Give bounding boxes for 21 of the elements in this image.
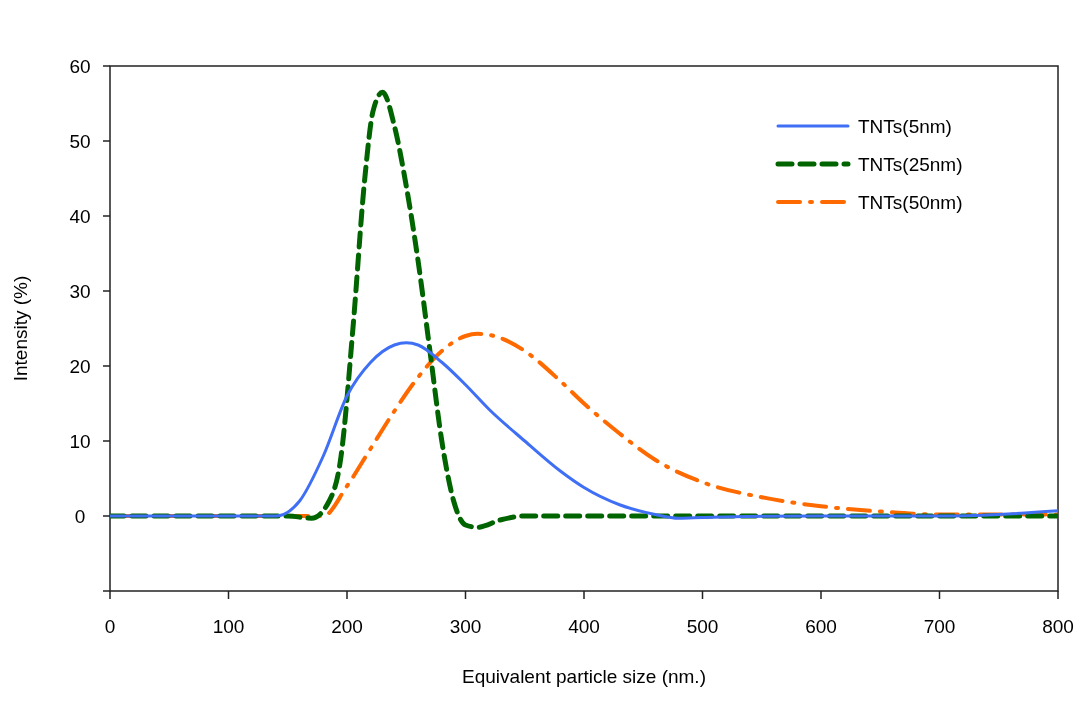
- x-tick-label: 300: [449, 616, 482, 637]
- y-tick-label: 0: [74, 505, 86, 527]
- x-tick-label: 400: [568, 616, 600, 637]
- y-tick-label: 50: [69, 130, 91, 152]
- x-tick-label: 200: [331, 616, 363, 637]
- y-tick-label: 60: [69, 55, 91, 77]
- legend-label: TNTs(5nm): [858, 115, 952, 137]
- x-axis-title: Equivalent particle size (nm.): [462, 666, 706, 687]
- x-tick-label: 0: [104, 616, 116, 637]
- y-tick-label: 40: [69, 205, 91, 227]
- y-axis-title: Intensity (%): [10, 275, 31, 382]
- y-tick-label: 30: [69, 280, 91, 302]
- y-tick-label: 10: [69, 430, 91, 452]
- x-tick-label: 500: [686, 616, 719, 637]
- legend-label: TNTs(50nm): [858, 191, 963, 213]
- legend-label: TNTs(25nm): [858, 153, 963, 175]
- x-tick-label: 800: [1042, 616, 1074, 637]
- x-tick-label: 600: [805, 616, 837, 637]
- x-tick-label: 700: [923, 616, 956, 637]
- y-tick-label: 20: [69, 355, 91, 377]
- x-tick-label: 100: [212, 616, 245, 637]
